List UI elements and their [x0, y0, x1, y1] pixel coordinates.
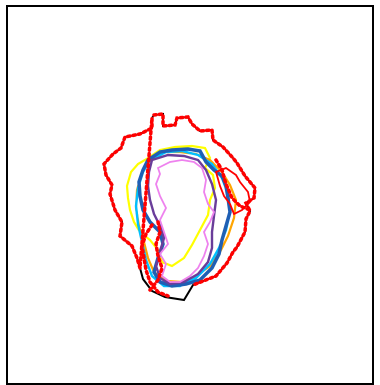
blue-outline	[137, 147, 232, 288]
purple-outline	[146, 153, 218, 286]
yellow-outline	[125, 144, 217, 268]
red-dotted-outline-inner	[140, 158, 252, 298]
figure-frame	[6, 5, 374, 385]
red-dotted-outline	[102, 112, 257, 287]
pink-outline	[155, 159, 216, 283]
